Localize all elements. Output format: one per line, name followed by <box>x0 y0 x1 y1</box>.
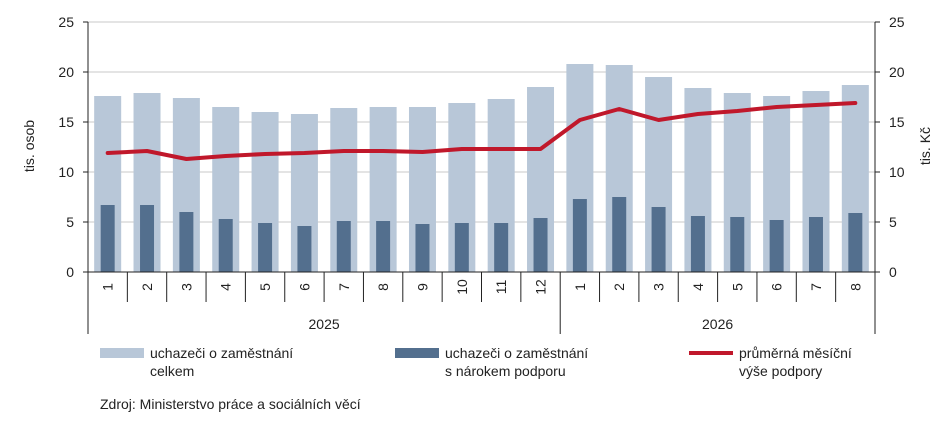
legend-swatch-benefit <box>689 351 733 355</box>
y-tick-label-left: 20 <box>58 64 74 80</box>
bar-eligible <box>140 205 155 272</box>
bar-eligible <box>218 219 233 272</box>
bar-eligible <box>808 217 823 272</box>
x-tick-label: 7 <box>808 283 824 291</box>
x-tick-label: 1 <box>572 283 588 291</box>
x-tick-label: 9 <box>414 283 430 291</box>
bar-eligible <box>179 212 194 272</box>
x-tick-label: 3 <box>651 283 667 291</box>
y-tick-label-right: 10 <box>889 164 905 180</box>
y-tick-label-right: 20 <box>889 64 905 80</box>
y-axis-label-left: tis. osob <box>21 120 37 172</box>
axes <box>83 21 880 334</box>
x-tick-label: 4 <box>218 283 234 291</box>
bar-eligible <box>258 223 273 272</box>
bar-eligible <box>651 207 666 272</box>
bar-eligible <box>848 213 863 272</box>
y-tick-label-left: 5 <box>66 214 74 230</box>
bar-eligible <box>533 218 548 272</box>
x-tick-label: 6 <box>769 283 785 291</box>
legend-label-eligible: uchazeči o zaměstnání s nárokem podporu <box>445 345 589 379</box>
x-tick-label: 1 <box>100 283 116 291</box>
x-tick-label: 2 <box>611 283 627 291</box>
bar-eligible <box>454 223 469 272</box>
y-tick-label-right: 0 <box>889 264 897 280</box>
bar-eligible <box>612 197 627 272</box>
y-tick-label-left: 0 <box>66 264 74 280</box>
y-tick-label-left: 15 <box>58 114 74 130</box>
x-tick-label: 12 <box>533 279 549 295</box>
bar-eligible <box>494 223 509 272</box>
bars-eligible-series <box>100 197 863 272</box>
x-tick-label: 2 <box>139 283 155 291</box>
x-tick-label: 4 <box>690 283 706 291</box>
bar-eligible <box>415 224 430 272</box>
x-tick-label: 5 <box>257 283 273 291</box>
legend-label-benefit: průměrná měsíční výše podpory <box>739 345 852 379</box>
y-tick-label-right: 25 <box>889 14 905 30</box>
gridlines <box>88 21 875 223</box>
bar-eligible <box>730 217 745 272</box>
bar-eligible <box>297 226 312 272</box>
bar-eligible <box>690 216 705 272</box>
legend-label-total: uchazeči o zaměstnání celkem <box>150 345 294 379</box>
benefit-line-series <box>105 101 858 161</box>
x-tick-label: 3 <box>178 283 194 291</box>
legend-swatch-eligible <box>395 348 439 358</box>
bar-eligible <box>100 205 115 272</box>
y-tick-label-right: 15 <box>889 114 905 130</box>
y-axis-label-right: tis. Kč <box>917 127 933 165</box>
x-tick-label: 6 <box>296 283 312 291</box>
x-tick-label: 8 <box>375 283 391 291</box>
x-tick-label: 5 <box>729 283 745 291</box>
y-tick-label-right: 5 <box>889 214 897 230</box>
bar-eligible <box>336 221 351 272</box>
x-group-label: 2026 <box>702 316 733 332</box>
x-tick-label: 7 <box>336 283 352 291</box>
x-tick-label: 10 <box>454 279 470 295</box>
x-group-label: 2025 <box>309 316 340 332</box>
x-tick-label: 8 <box>847 283 863 291</box>
benefit-line <box>105 101 858 161</box>
bar-eligible <box>572 199 587 272</box>
source-note: Zdroj: Ministerstvo práce a sociálních v… <box>100 396 361 412</box>
legend-swatch-total <box>100 348 144 358</box>
bars-total-series <box>94 64 869 272</box>
bar-eligible <box>769 220 784 272</box>
x-tick-label: 11 <box>493 280 509 295</box>
y-tick-label-left: 10 <box>58 164 74 180</box>
bar-eligible <box>376 221 391 272</box>
y-tick-label-left: 25 <box>58 14 74 30</box>
